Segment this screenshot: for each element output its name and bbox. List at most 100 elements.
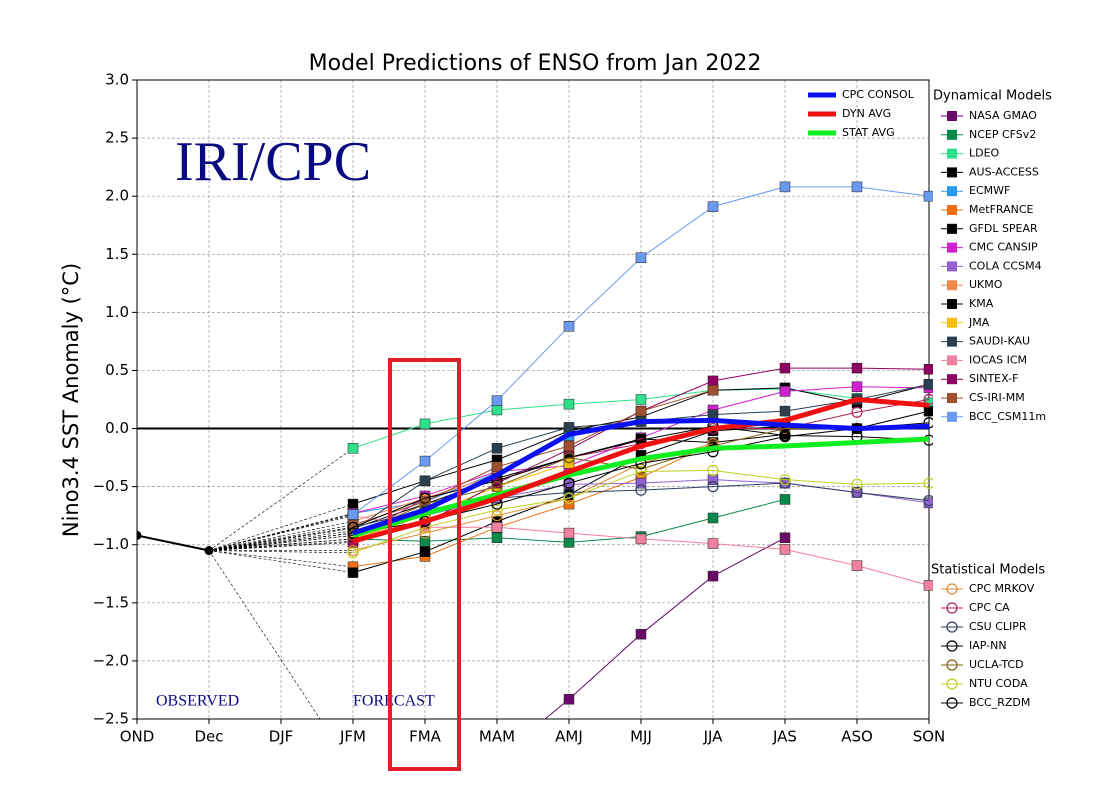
marker bbox=[563, 492, 575, 504]
marker bbox=[851, 181, 863, 193]
observed-marker bbox=[204, 546, 214, 556]
marker bbox=[563, 537, 575, 548]
marker bbox=[347, 509, 359, 520]
marker bbox=[779, 477, 791, 489]
legend-label: IOCAS ICM bbox=[969, 353, 1027, 366]
connector bbox=[208, 540, 354, 551]
marker bbox=[563, 440, 575, 452]
marker bbox=[563, 451, 575, 464]
legend-label: NASA GMAO bbox=[969, 109, 1037, 122]
x-tick-label: JFM bbox=[339, 728, 366, 746]
connector bbox=[208, 550, 321, 719]
series-line bbox=[352, 417, 930, 536]
x-tick-label: SON bbox=[913, 728, 946, 746]
marker bbox=[923, 497, 933, 509]
marker bbox=[707, 464, 719, 476]
legend-label: CMC CANSIP bbox=[969, 241, 1038, 254]
x-tick-label: MJJ bbox=[630, 728, 652, 746]
y-tick-label: 2.0 bbox=[105, 187, 129, 205]
connector bbox=[208, 448, 354, 551]
legend-marker bbox=[946, 697, 958, 709]
marker bbox=[563, 398, 575, 410]
legend-marker bbox=[947, 336, 957, 347]
legend-marker bbox=[947, 261, 957, 272]
legend-marker bbox=[947, 148, 957, 159]
forecast-label: FORECAST bbox=[353, 693, 435, 710]
marker bbox=[851, 478, 863, 490]
marker bbox=[779, 494, 791, 505]
marker bbox=[563, 422, 575, 433]
marker bbox=[635, 252, 647, 264]
legend-marker bbox=[947, 167, 957, 178]
marker bbox=[491, 443, 503, 454]
legend-marker bbox=[947, 393, 957, 403]
marker bbox=[851, 381, 863, 392]
legend-label: CS-IRI-MM bbox=[969, 391, 1025, 404]
connector bbox=[208, 532, 354, 551]
marker bbox=[563, 486, 575, 499]
marker bbox=[347, 547, 359, 559]
marker bbox=[923, 364, 933, 375]
marker bbox=[923, 405, 933, 417]
marker bbox=[491, 481, 503, 493]
legend-label: BCC_CSM11m bbox=[969, 410, 1046, 423]
plot-area bbox=[137, 181, 933, 719]
y-tick-label: −0.5 bbox=[93, 477, 129, 495]
series-line bbox=[352, 469, 930, 554]
logo: IRI/CPC bbox=[175, 131, 371, 193]
observed-label: OBSERVED bbox=[156, 693, 239, 710]
x-tick-label: ASO bbox=[841, 728, 873, 746]
legend-marker bbox=[947, 186, 957, 197]
x-tick-label: AMJ bbox=[555, 728, 583, 746]
connector bbox=[208, 538, 354, 551]
marker bbox=[563, 477, 575, 489]
marker bbox=[635, 477, 647, 489]
legend-label: SINTEX-F bbox=[969, 372, 1018, 385]
marker bbox=[635, 405, 647, 417]
legend-label: NCEP CFSv2 bbox=[969, 128, 1036, 141]
x-tick-label: DJF bbox=[269, 728, 294, 746]
legend-marker bbox=[947, 374, 957, 385]
marker bbox=[707, 384, 719, 396]
marker bbox=[491, 404, 503, 416]
marker bbox=[707, 538, 719, 549]
marker bbox=[707, 375, 719, 387]
legend-label: CPC CA bbox=[969, 601, 1010, 614]
connector bbox=[208, 530, 354, 551]
marker bbox=[923, 494, 933, 507]
legend-marker bbox=[947, 223, 957, 234]
y-tick-label: 1.0 bbox=[105, 303, 129, 321]
marker bbox=[491, 504, 503, 516]
marker bbox=[563, 527, 575, 539]
marker bbox=[563, 498, 575, 510]
legend-marker bbox=[946, 583, 958, 595]
marker bbox=[779, 532, 791, 544]
legend-marker bbox=[946, 659, 958, 671]
marker bbox=[923, 190, 933, 202]
legend-marker bbox=[947, 355, 957, 366]
legend-marker bbox=[947, 411, 957, 422]
highlight-box bbox=[388, 358, 461, 771]
marker bbox=[419, 455, 431, 467]
marker bbox=[635, 394, 647, 405]
legend-marker bbox=[946, 602, 958, 614]
marker bbox=[491, 522, 503, 533]
y-tick-label: 0.0 bbox=[105, 419, 129, 437]
marker bbox=[419, 492, 431, 504]
marker bbox=[563, 693, 575, 705]
marker bbox=[779, 405, 791, 417]
connector bbox=[208, 550, 354, 568]
legend-label: GFDL SPEAR bbox=[969, 222, 1038, 235]
legend-marker bbox=[946, 678, 958, 690]
legend-title: Statistical Models bbox=[931, 563, 1045, 578]
legend-marker bbox=[947, 280, 957, 291]
legend-label: LDEO bbox=[969, 147, 1000, 160]
x-tick-label: OND bbox=[120, 728, 155, 746]
marker bbox=[851, 560, 863, 571]
marker bbox=[779, 474, 791, 486]
legend-marker bbox=[947, 129, 957, 140]
legend-marker bbox=[946, 640, 958, 652]
marker bbox=[707, 201, 719, 212]
